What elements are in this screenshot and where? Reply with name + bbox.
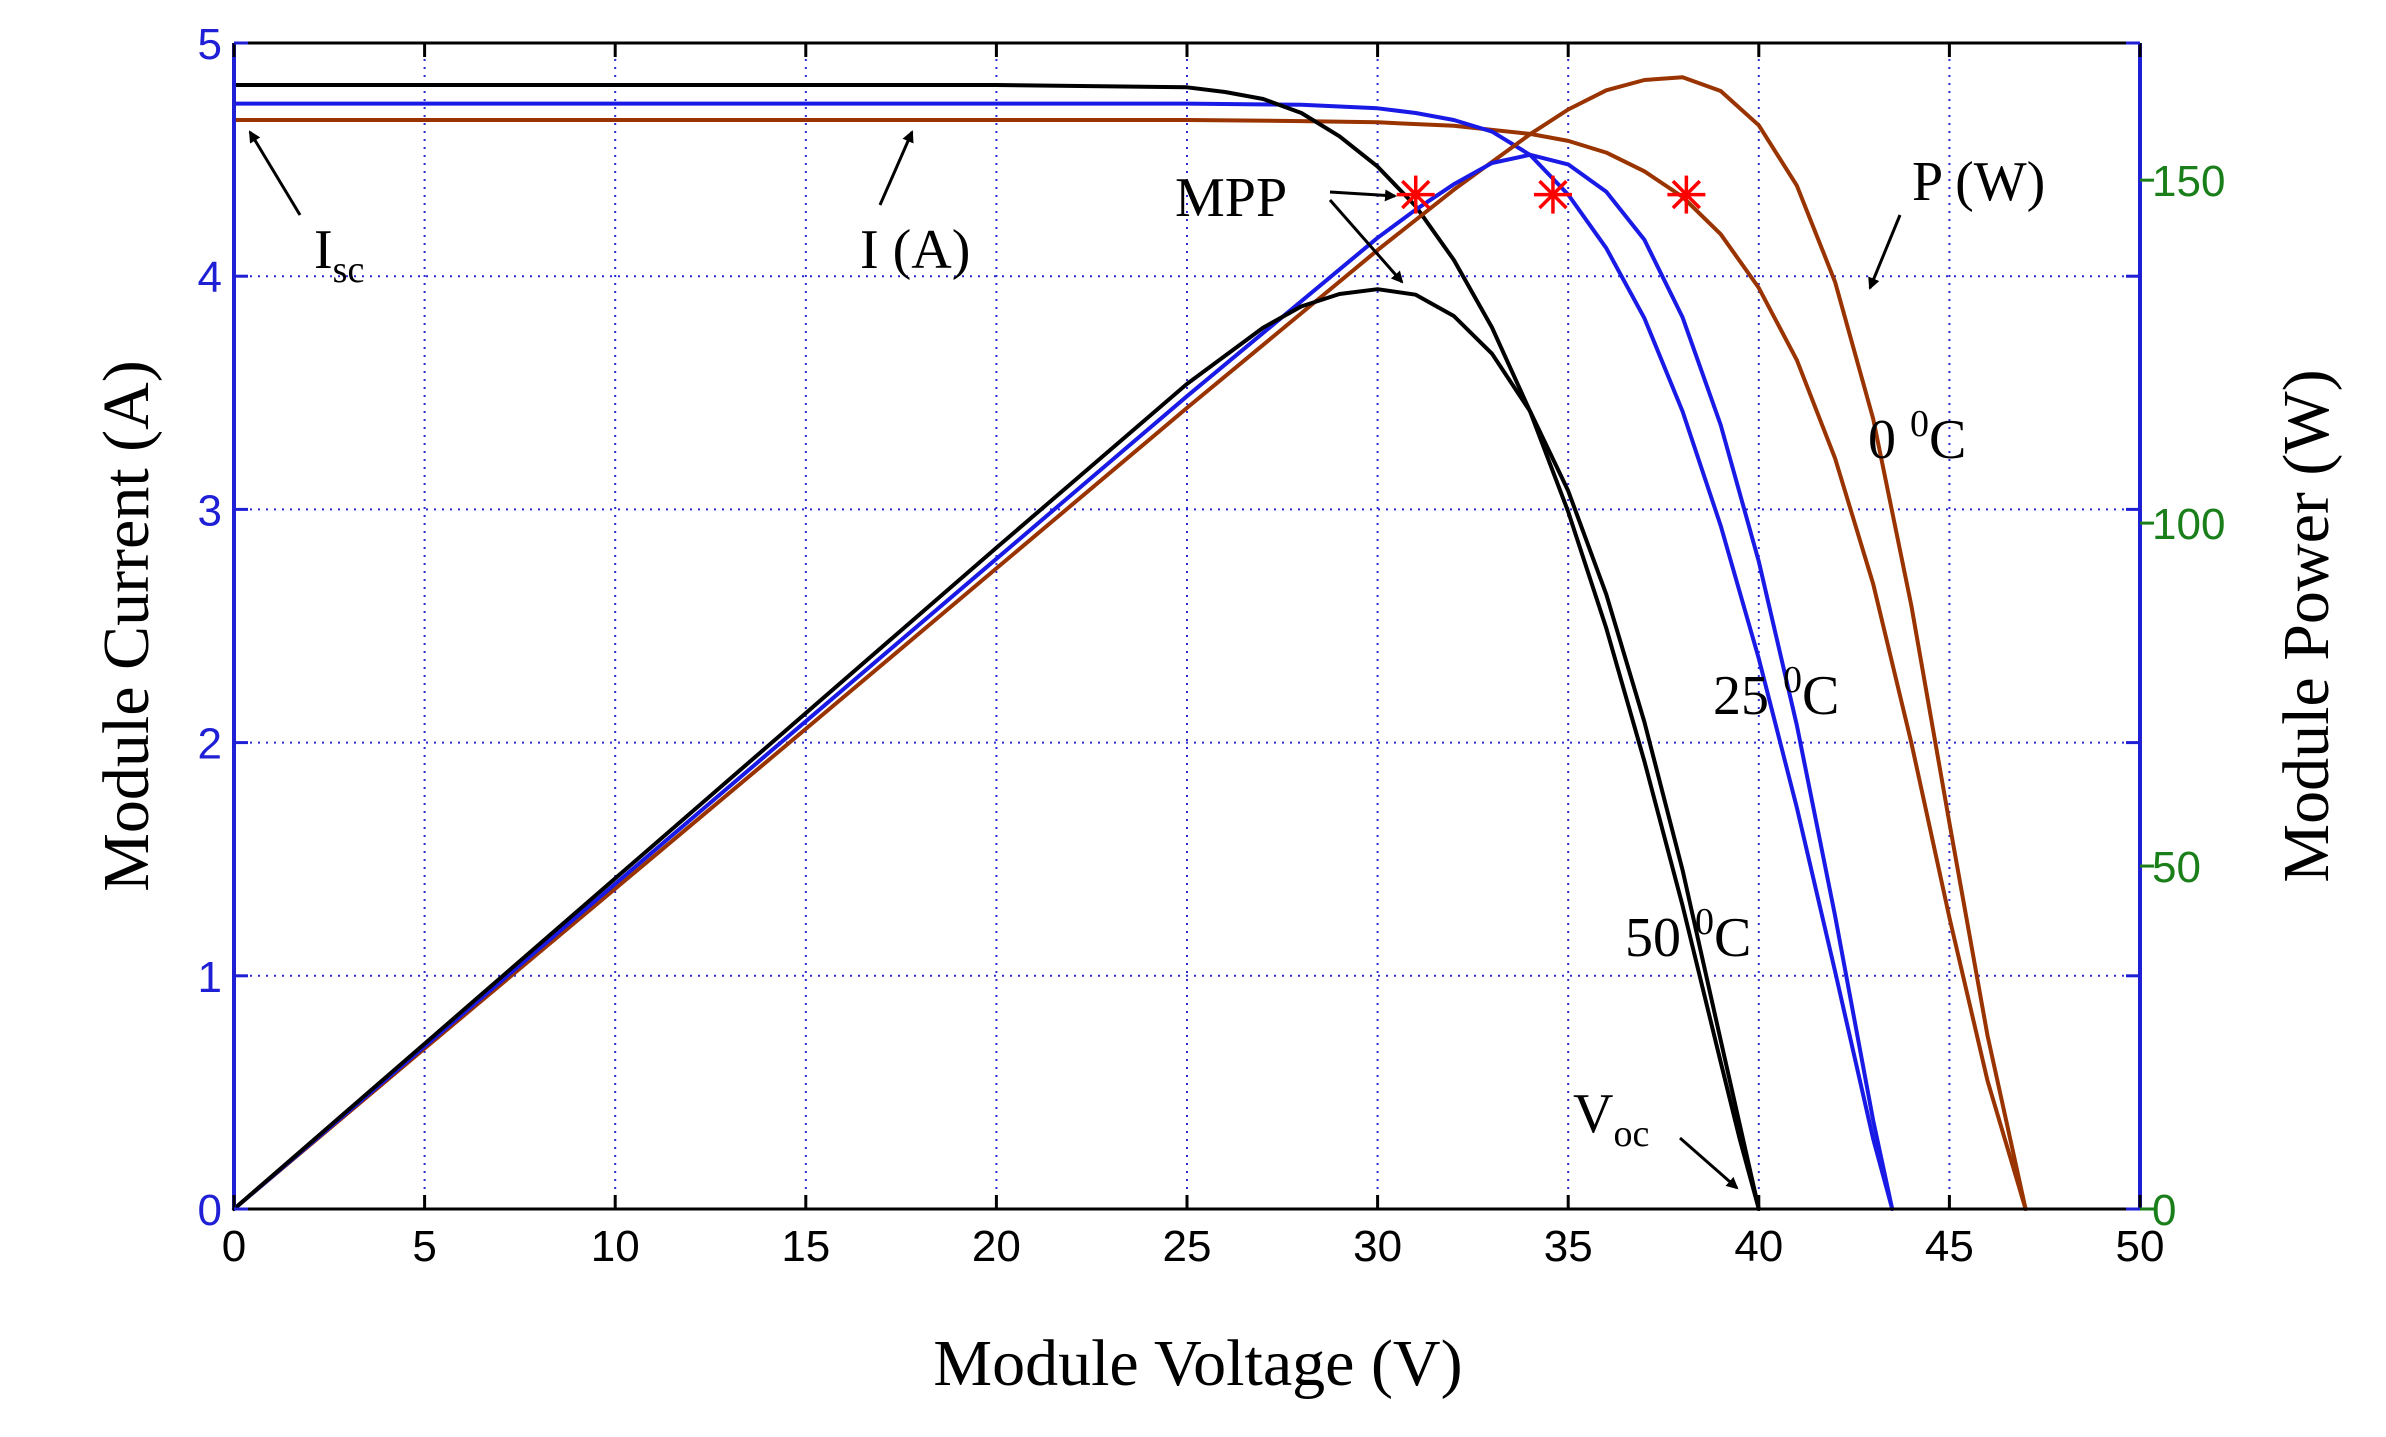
mpp-marker bbox=[1667, 175, 1706, 214]
x-tick-label: 20 bbox=[972, 1222, 1021, 1271]
series-line-power-t0 bbox=[232, 75, 2028, 1211]
grid-lines bbox=[234, 43, 2140, 1209]
t50-superscript: 0 bbox=[1695, 901, 1714, 943]
x-tick-label: 50 bbox=[2116, 1222, 2165, 1271]
annotation-t50: 50 0C bbox=[1625, 901, 1751, 969]
x-tick-label: 35 bbox=[1544, 1222, 1593, 1271]
y-left-tick-label: 5 bbox=[198, 20, 222, 69]
mpp-arrow-1 bbox=[1329, 189, 1397, 202]
t0-superscript: 0 bbox=[1910, 403, 1929, 445]
series-layer bbox=[232, 75, 2028, 1211]
series-line-power-t50 bbox=[232, 287, 1761, 1211]
y-right-tick-label: 0 bbox=[2152, 1186, 2176, 1235]
y-right-tick-label: 150 bbox=[2152, 157, 2225, 206]
annotation-power: P (W) bbox=[1868, 151, 2045, 290]
x-tick-label: 40 bbox=[1734, 1222, 1783, 1271]
t50-label: 50 bbox=[1625, 907, 1695, 969]
voc-label: V bbox=[1573, 1083, 1613, 1145]
series-line-current-t50 bbox=[232, 83, 1761, 1211]
svg-text:Voc: Voc bbox=[1573, 1083, 1649, 1155]
current-arrow bbox=[878, 130, 914, 206]
svg-text:0 0C: 0 0C bbox=[1868, 403, 1966, 471]
isc-label: I bbox=[314, 219, 333, 281]
annotation-isc: Isc bbox=[248, 130, 364, 291]
voc-arrow bbox=[1679, 1136, 1739, 1190]
svg-text:25 0C: 25 0C bbox=[1713, 659, 1839, 727]
mpp-arrow-2 bbox=[1328, 199, 1404, 284]
isc-subscript: sc bbox=[333, 249, 365, 291]
series-line-power-t25 bbox=[232, 152, 1895, 1211]
mpp-marker bbox=[1533, 175, 1572, 214]
x-tick-label: 10 bbox=[591, 1222, 640, 1271]
x-tick-label: 0 bbox=[222, 1222, 246, 1271]
y-right-tick-label: 50 bbox=[2152, 843, 2201, 892]
x-tick-label: 5 bbox=[412, 1222, 436, 1271]
voc-subscript: oc bbox=[1613, 1113, 1649, 1155]
y-left-tick-label: 3 bbox=[198, 486, 222, 535]
t0-unit: C bbox=[1929, 409, 1966, 471]
t50-unit: C bbox=[1714, 907, 1751, 969]
y-left-tick-label: 2 bbox=[198, 720, 222, 769]
x-tick-label: 30 bbox=[1353, 1222, 1402, 1271]
mpp-label: MPP bbox=[1175, 167, 1287, 229]
y-right-tick-label: 100 bbox=[2152, 500, 2225, 549]
power-label: P (W) bbox=[1912, 151, 2045, 213]
plot-area bbox=[234, 43, 2140, 1209]
mpp-marker-stroke bbox=[1671, 179, 1702, 210]
t25-superscript: 0 bbox=[1783, 659, 1802, 701]
annotation-current: I (A) bbox=[860, 130, 970, 281]
t25-label: 25 bbox=[1713, 665, 1783, 727]
annotation-t25: 25 0C bbox=[1713, 659, 1839, 727]
t0-label: 0 bbox=[1868, 409, 1910, 471]
mpp-marker-stroke bbox=[1401, 179, 1431, 210]
svg-text:Isc: Isc bbox=[314, 219, 364, 291]
isc-arrow bbox=[248, 130, 302, 216]
y-axis-left-title: Module Current (A) bbox=[90, 360, 163, 892]
annotation-voc: Voc bbox=[1573, 1083, 1739, 1190]
current-label: I (A) bbox=[860, 219, 970, 281]
x-tick-label: 45 bbox=[1925, 1222, 1974, 1271]
series-line-current-t0 bbox=[232, 118, 2028, 1211]
t25-unit: C bbox=[1802, 665, 1839, 727]
power-arrow bbox=[1868, 214, 1902, 290]
y-left-tick-label: 0 bbox=[198, 1186, 222, 1235]
x-axis-title: Module Voltage (V) bbox=[933, 1327, 1462, 1400]
annotation-mpp: MPP bbox=[1175, 167, 1404, 284]
y-axis-right-title: Module Power (W) bbox=[2270, 369, 2343, 882]
mpp-markers bbox=[1396, 175, 1706, 214]
y-left-tick-label: 1 bbox=[198, 953, 222, 1002]
y-left-tick-label: 4 bbox=[198, 253, 222, 302]
mpp-marker bbox=[1396, 175, 1435, 214]
x-tick-label: 25 bbox=[1163, 1222, 1212, 1271]
annotation-t0: 0 0C bbox=[1868, 403, 1966, 471]
x-tick-label: 15 bbox=[781, 1222, 830, 1271]
svg-text:50 0C: 50 0C bbox=[1625, 901, 1751, 969]
mpp-marker-stroke bbox=[1538, 179, 1568, 210]
